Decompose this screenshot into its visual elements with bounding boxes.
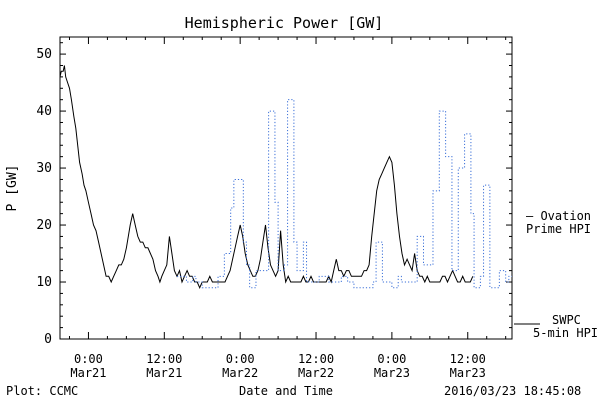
legend-swpc-line1: SWPC — [552, 313, 581, 327]
series-line — [176, 99, 512, 289]
chart-title: Hemispheric Power [GW] — [185, 14, 384, 32]
series-swpc — [59, 65, 474, 289]
plot-frame — [59, 36, 513, 340]
x-tick-date: Mar23 — [450, 366, 486, 380]
x-tick-time: 0:00 — [226, 352, 255, 366]
series-line — [59, 65, 474, 289]
x-axis: 0:00Mar2112:00Mar210:00Mar2212:00Mar220:… — [68, 37, 507, 380]
plot-timestamp: 2016/03/23 18:45:08 — [444, 384, 581, 398]
legend-ovation-line1: — Ovation — [526, 209, 591, 223]
y-tick-label: 50 — [36, 47, 52, 62]
y-axis-label: P [GW] — [5, 165, 20, 212]
legend-ovation-line2: Prime HPI — [526, 222, 591, 236]
x-tick-date: Mar23 — [374, 366, 410, 380]
y-tick-label: 30 — [36, 161, 52, 176]
x-axis-label: Date and Time — [239, 384, 333, 398]
x-tick-time: 12:00 — [146, 352, 182, 366]
y-tick-label: 40 — [36, 104, 52, 119]
series-layer — [59, 65, 512, 289]
x-tick-time: 0:00 — [377, 352, 406, 366]
x-tick-date: Mar21 — [70, 366, 106, 380]
x-tick-date: Mar22 — [222, 366, 258, 380]
x-tick-time: 12:00 — [298, 352, 334, 366]
x-tick-time: 0:00 — [74, 352, 103, 366]
y-axis: 0 10 20 30 40 50 — [36, 42, 512, 347]
x-tick-time: 12:00 — [450, 352, 486, 366]
y-tick-label: 0 — [44, 332, 52, 347]
plot-credit: Plot: CCMC — [6, 384, 78, 398]
legend: — Ovation Prime HPI SWPC 5-min HPI — [514, 209, 598, 340]
y-tick-label: 20 — [36, 218, 52, 233]
y-tick-label: 10 — [36, 275, 52, 290]
series-ovation — [176, 99, 512, 289]
legend-swpc-line2: 5-min HPI — [533, 326, 598, 340]
x-tick-date: Mar22 — [298, 366, 334, 380]
x-tick-date: Mar21 — [146, 366, 182, 380]
